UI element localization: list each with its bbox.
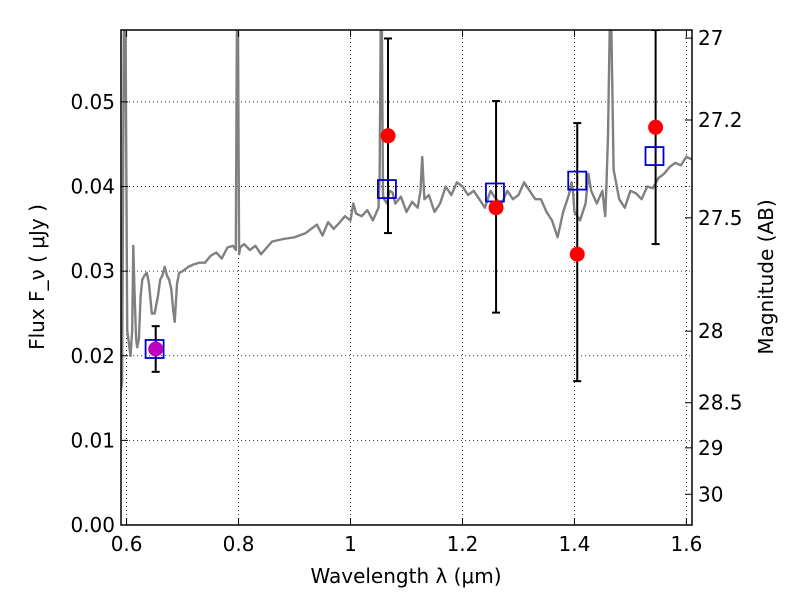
model-photometry-point: [144, 339, 165, 359]
data-layer: [121, 30, 692, 390]
x-axis-label: Wavelength λ (μm): [310, 564, 501, 588]
grid: [121, 30, 692, 526]
x-tick-label: 1.4: [559, 532, 591, 556]
observed-point: [569, 246, 585, 262]
plot-frame: [120, 29, 693, 526]
axes: 0.6 0.8 1 1.2 1.4 1.6 0.00 0.01 0.02 0.03 0.04 0.05…: [70, 26, 742, 556]
y2-axis-label: Magnitude (AB): [754, 199, 778, 354]
x-tick-label: 1.6: [670, 532, 702, 556]
model-photometry-point: [377, 179, 397, 199]
y-tick-label: 0.02: [70, 344, 115, 368]
model-photometry-point: [644, 146, 665, 166]
x-tick-label: 1: [344, 532, 357, 556]
y-tick-label: 0.05: [70, 90, 115, 114]
mag-tick-label: 28.5: [698, 391, 743, 415]
mag-tick-label: 29: [698, 436, 723, 460]
model-spectrum-line: [121, 30, 692, 390]
mag-tick-label: 28: [698, 319, 723, 343]
model-photometry-point: [567, 170, 588, 191]
y-tick-label: 0.03: [70, 259, 115, 283]
mag-tick-label: 27: [698, 26, 723, 50]
mag-tick-label: 27.2: [698, 108, 743, 132]
mag-tick-label: 30: [698, 482, 723, 506]
mag-tick-label: 27.5: [698, 206, 743, 230]
x-tick-label: 0.8: [223, 532, 255, 556]
y-axis-label: Flux F_ν ( μJy ): [25, 204, 49, 350]
plot-background: [121, 30, 692, 525]
y-tick-label: 0.00: [70, 513, 115, 537]
x-tick-label: 1.2: [447, 532, 479, 556]
observed-point: [148, 341, 164, 357]
observed-point: [648, 119, 664, 135]
x-tick-label: 0.6: [111, 532, 143, 556]
observed-point: [488, 200, 504, 216]
y-tick-label: 0.04: [70, 175, 115, 199]
observed-point: [380, 128, 396, 144]
y-tick-label: 0.01: [70, 428, 115, 452]
